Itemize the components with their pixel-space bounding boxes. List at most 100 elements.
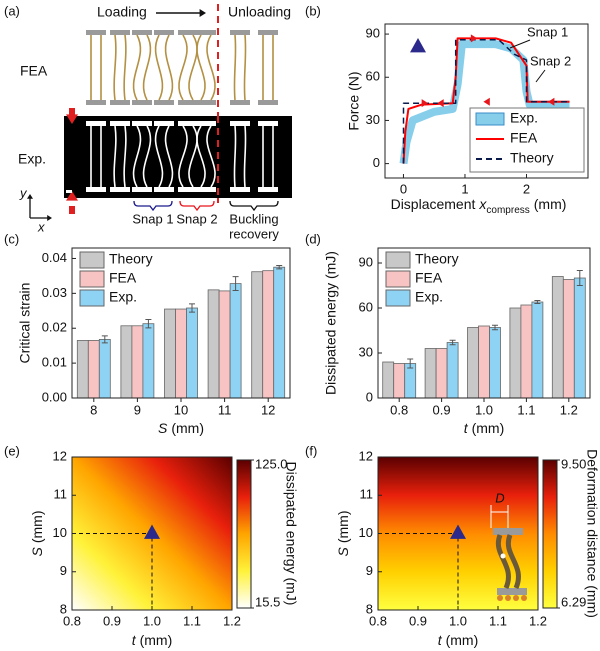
x-axis-label-part: (mm) — [446, 632, 479, 648]
bar — [186, 307, 198, 399]
x-axis-label: Displacement xcompress (mm) — [391, 196, 567, 216]
bracket — [179, 200, 215, 212]
y-tick-label: 9 — [366, 563, 373, 578]
x-axis-label-part: (mm) — [534, 196, 567, 212]
beam — [206, 125, 216, 188]
bar — [164, 308, 176, 399]
arrow-head — [483, 97, 490, 106]
y-tick-label: 8 — [60, 601, 67, 616]
legend-label: Exp. — [109, 289, 137, 305]
x-axis-label-part: t — [438, 632, 443, 648]
beam — [113, 125, 117, 188]
inset-screw — [497, 595, 503, 601]
y-tick-label: 30 — [366, 112, 380, 127]
series-line — [402, 39, 570, 164]
x-tick-label: 0.8 — [63, 613, 81, 628]
panel-label: (f) — [305, 443, 317, 458]
beam — [164, 125, 174, 188]
plate — [154, 121, 174, 126]
plate — [178, 187, 198, 192]
legend-swatch — [475, 112, 505, 126]
x-axis-label-part: x — [478, 196, 487, 212]
annotation-arrow — [535, 69, 546, 83]
x-tick-label: 0 — [400, 181, 407, 196]
plate — [230, 30, 250, 35]
arrow-head — [470, 34, 478, 43]
plate — [196, 187, 216, 192]
plate — [230, 121, 250, 126]
legend-label: FEA — [109, 270, 137, 286]
bar — [551, 276, 564, 399]
bar — [489, 327, 501, 399]
x-tick-label: 1.1 — [183, 613, 201, 628]
y-axis-label: Critical strain — [17, 283, 33, 364]
bar — [175, 308, 187, 399]
plate — [258, 187, 278, 192]
arrow-head — [66, 191, 78, 201]
recovery-label: Buckling — [229, 211, 278, 226]
marker-symbol — [410, 38, 426, 53]
y-tick-label: 8 — [366, 601, 373, 616]
x-axis-label-part: (mm) — [171, 420, 204, 436]
colorbar-label: Deformation distance (mm) — [584, 449, 600, 618]
y-tick-label: 0.03 — [42, 285, 67, 300]
plate — [154, 187, 174, 192]
error-bar — [407, 358, 414, 369]
plate — [258, 30, 278, 35]
arrow-head — [421, 99, 429, 108]
bar — [531, 301, 544, 399]
legend-swatch — [385, 289, 411, 307]
colorbar-label: Dissipated energy (mJ) — [283, 462, 299, 606]
load-arrow — [69, 206, 75, 214]
plate — [132, 30, 152, 35]
row-label: FEA — [20, 63, 48, 79]
y-axis-label: Force (N) — [346, 71, 362, 130]
beam — [123, 125, 127, 188]
y-tick-label: 90 — [366, 26, 380, 41]
bar — [273, 266, 286, 399]
plate — [258, 121, 278, 126]
load-arrow — [69, 108, 75, 116]
error-bar — [492, 324, 498, 331]
inset-screw — [513, 595, 519, 601]
colorbar — [236, 459, 252, 609]
annotation: Snap 2 — [530, 53, 571, 68]
x-tick-label: 0.8 — [390, 402, 408, 417]
exp-photo — [64, 116, 292, 198]
legend-label: Theory — [109, 251, 153, 267]
colorbar-tick-label: 6.29 — [561, 594, 586, 609]
bar — [520, 304, 533, 399]
scale-bar — [66, 190, 72, 193]
x-tick-label: 10 — [174, 402, 188, 417]
colorbar — [542, 459, 558, 609]
marker — [450, 524, 466, 539]
arrow-head — [27, 194, 33, 199]
beam — [206, 34, 216, 101]
x-tick-label: 1.0 — [475, 402, 493, 417]
plate — [196, 100, 216, 105]
error-bar — [576, 270, 583, 286]
plot-frame — [71, 247, 291, 399]
axis-icon-label: x — [37, 219, 45, 234]
loading-label: Loading — [97, 4, 147, 20]
inset-beam — [505, 534, 521, 589]
x-axis-label-part: compress — [486, 205, 529, 216]
inset-plate — [497, 588, 527, 595]
y-tick-label: 12 — [359, 448, 373, 463]
y-tick-label: 9 — [60, 563, 67, 578]
y-tick-label: 10 — [359, 525, 373, 540]
inset-beam — [495, 534, 511, 589]
y-axis-label-part: (mm) — [335, 511, 351, 544]
error-bar — [101, 335, 108, 344]
inset-dot — [500, 553, 506, 559]
plate — [132, 187, 152, 192]
x-tick-label: 2 — [523, 181, 530, 196]
plate — [86, 30, 106, 35]
x-tick-label: 1.1 — [517, 402, 535, 417]
panel-label: (e) — [4, 443, 20, 458]
bar — [562, 279, 575, 399]
bar — [509, 307, 522, 399]
recovery-label: recovery — [229, 226, 279, 241]
y-tick-label: 0 — [373, 155, 380, 170]
colorbar-tick-label: 15.5 — [255, 594, 280, 609]
